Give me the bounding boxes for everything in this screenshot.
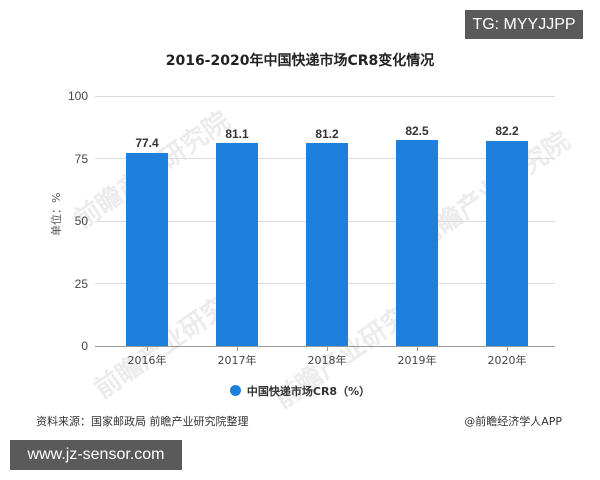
bar-2019 [396,139,438,346]
bar-2017 [216,143,258,346]
x-tickmark [237,346,238,351]
x-axis-line [95,346,555,347]
x-tick-2019: 2019年 [397,354,437,367]
gridline [95,96,555,97]
bar-value-label: 81.2 [315,127,339,141]
bar-value-label: 77.4 [135,136,159,150]
source-note: 资料来源：国家邮政局 前瞻产业研究院整理 [36,415,249,428]
x-tickmark [507,346,508,351]
y-tick-50: 50 [74,214,88,228]
x-tickmark [327,346,328,351]
bar-2020 [486,140,528,346]
bar-2018 [306,143,348,346]
legend-dot-icon [229,385,241,396]
chart-legend[interactable]: 中国快递市场CR8（%） [0,383,600,399]
y-tick-75: 75 [74,152,88,166]
bar-2016 [126,152,168,346]
chart-title: 2016-2020年中国快递市场CR8变化情况 [165,53,435,69]
credit-note: @前瞻经济学人APP [464,415,562,428]
y-axis-label: 单位：% [50,192,63,236]
bar-value-label: 81.1 [225,127,249,141]
bar-value-label: 82.2 [495,124,519,138]
tg-badge: TG: MYYJJPP [465,10,583,39]
bar-value-label: 82.5 [405,124,429,138]
y-tick-25: 25 [74,277,88,291]
url-badge: www.jz-sensor.com [10,440,182,470]
x-tick-2018: 2018年 [307,354,347,367]
x-tickmark [147,346,148,351]
y-tick-0: 0 [81,339,88,353]
y-tick-100: 100 [67,89,88,103]
x-tick-2020: 2020年 [487,354,527,367]
legend-label: 中国快递市场CR8（%） [246,385,371,398]
x-tickmark [417,346,418,351]
x-tick-2016: 2016年 [127,354,167,367]
x-tick-2017: 2017年 [217,354,257,367]
